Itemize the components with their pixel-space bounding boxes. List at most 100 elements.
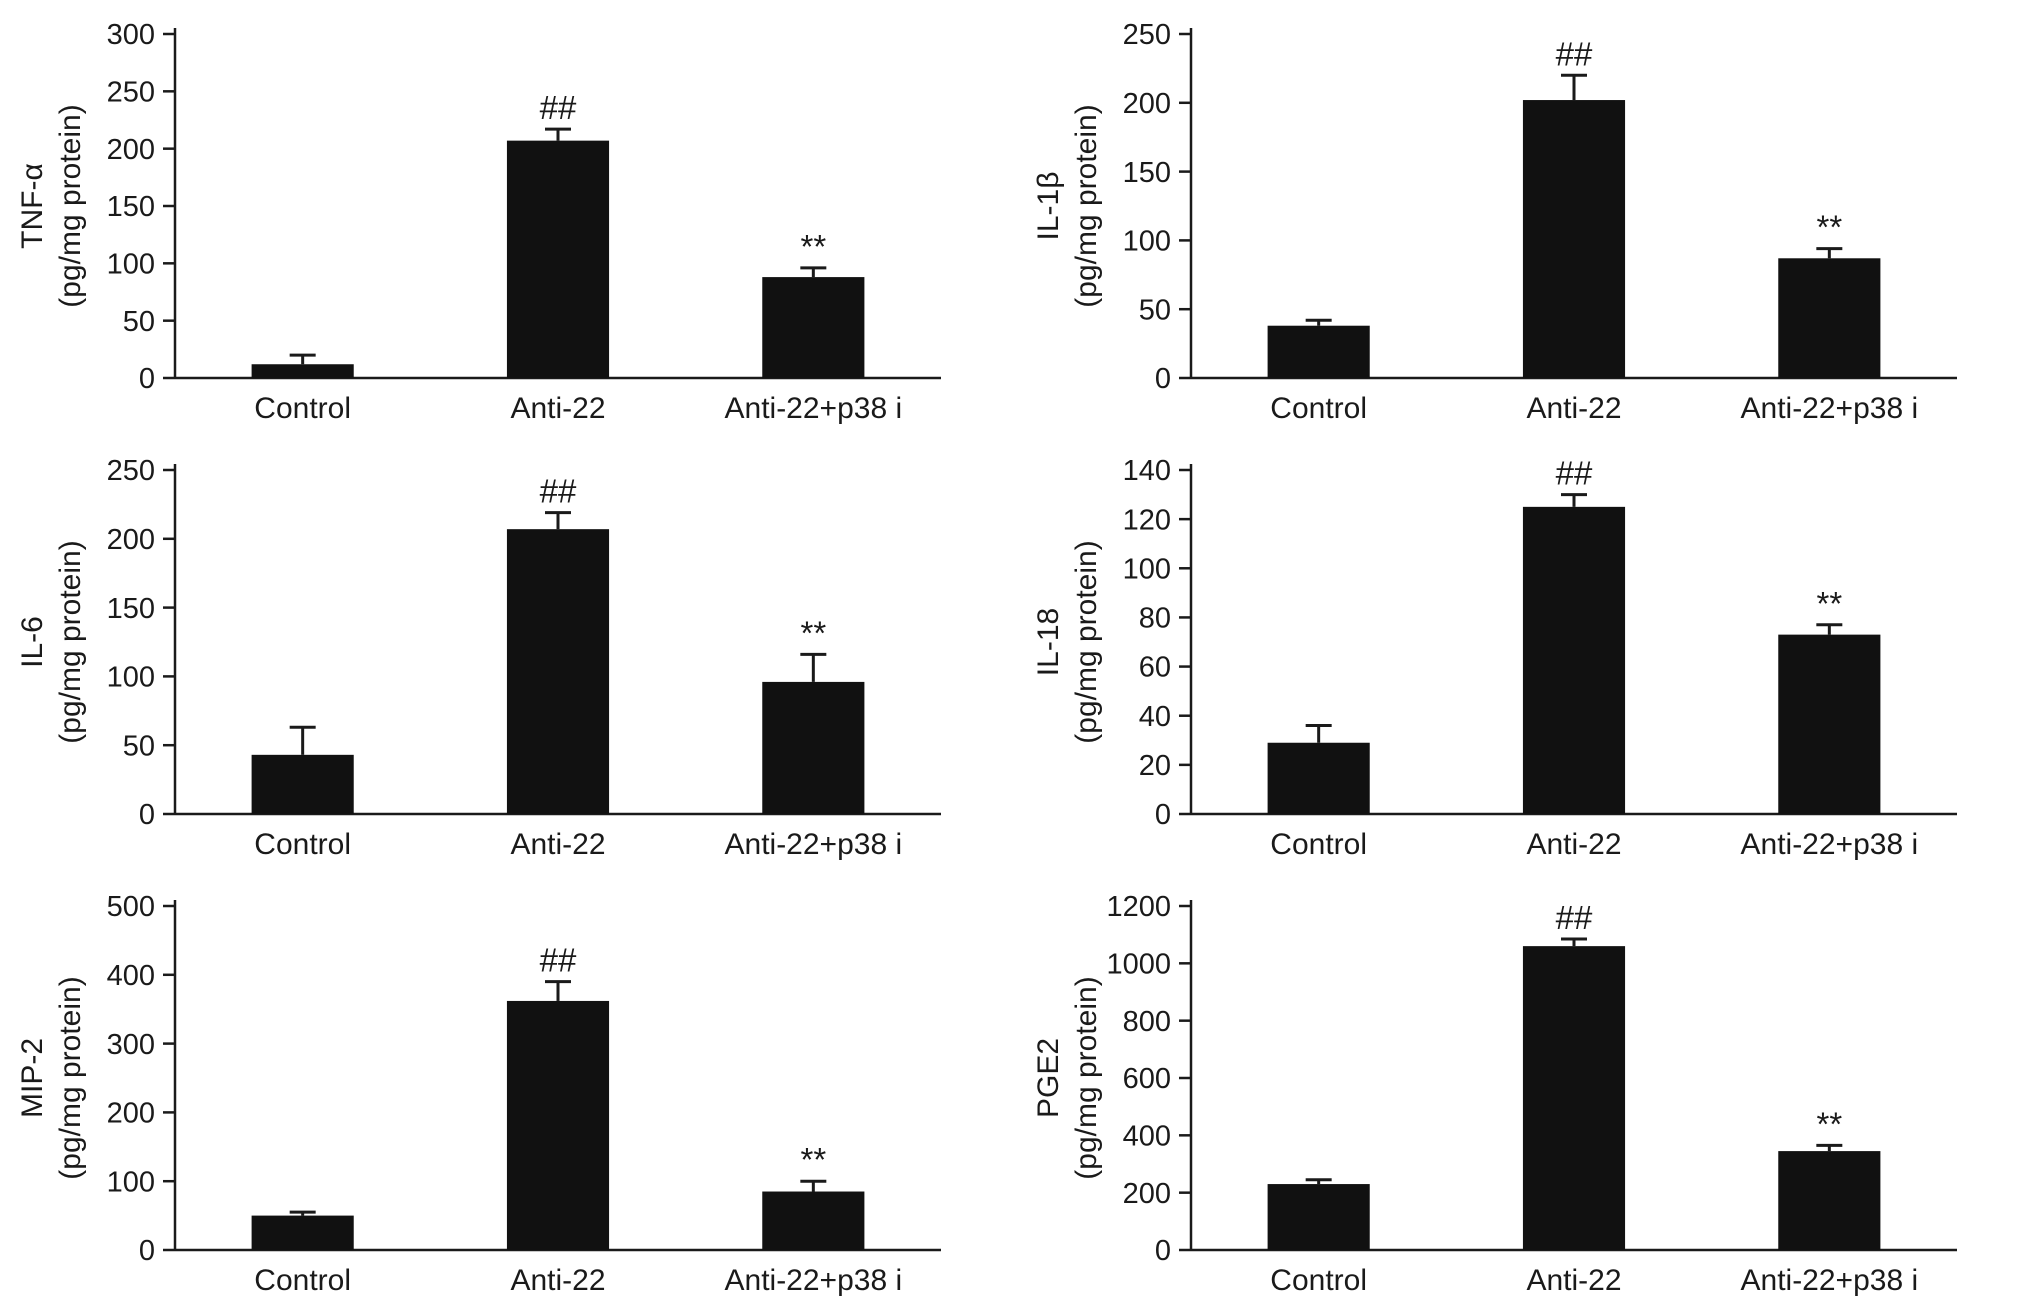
significance-label-anti-22-p38-i: **	[800, 614, 826, 651]
x-category-label: Control	[1270, 828, 1367, 861]
bar-control	[251, 754, 354, 814]
y-tick-label: 100	[107, 662, 155, 694]
il-1beta-plot: 0 50 100 150 200 250 IL-1β (pg/mg protein) Contr…	[1032, 19, 1957, 425]
significance-label-anti-22: ##	[1556, 455, 1593, 492]
y-tick-label: 100	[107, 1166, 155, 1198]
y-axis-label-line1: IL-18	[1032, 608, 1065, 676]
y-axis-label-line2: (pg/mg protein)	[1070, 976, 1103, 1179]
x-category-label: Anti-22	[510, 828, 605, 861]
y-tick-label: 200	[107, 524, 155, 556]
significance-label-anti-22-p38-i: **	[800, 1141, 826, 1178]
y-axis-label-line1: IL-6	[16, 616, 49, 668]
significance-label-anti-22-p38-i: **	[1816, 585, 1842, 622]
bar-control	[1267, 325, 1370, 378]
y-tick-label: 140	[1123, 455, 1171, 487]
bar-anti-22	[1522, 946, 1626, 1250]
y-tick-label: 400	[107, 960, 155, 992]
y-axis-label-line2: (pg/mg protein)	[1070, 104, 1103, 307]
y-tick-label: 100	[1123, 226, 1171, 258]
bar-anti-22-p38-i	[1778, 634, 1881, 814]
x-category-label: Anti-22	[1526, 828, 1621, 861]
x-category-label: Anti-22+p38 i	[1741, 828, 1919, 861]
y-tick-label: 0	[139, 363, 155, 395]
tnf-alpha-plot: 0 50 100 150 200 250 300 TNF-α (pg/mg protein) Co…	[16, 19, 941, 425]
mip-2-plot: 0 100 200 300 400 500 MIP-2 (pg/mg protein) Cont…	[16, 891, 941, 1297]
chart-il-1beta: 0 50 100 150 200 250 IL-1β (pg/mg protein) Contr…	[1016, 0, 2032, 436]
y-tick-label: 80	[1139, 603, 1171, 635]
x-category-label: Anti-22+p38 i	[725, 1264, 903, 1297]
bar-anti-22	[1522, 100, 1626, 378]
x-category-label: Anti-22+p38 i	[1741, 392, 1919, 425]
y-tick-label: 0	[139, 799, 155, 831]
bar-control	[1267, 1184, 1370, 1250]
y-axis-label-line1: TNF-α	[16, 163, 49, 249]
y-tick-label: 200	[1123, 1178, 1171, 1210]
y-axis-label-line2: (pg/mg protein)	[54, 976, 87, 1179]
il-18-plot: 0 20 40 60 80 100 120 140 IL-18 (pg/mg protein) Co…	[1032, 455, 1957, 861]
y-tick-label: 0	[1155, 799, 1171, 831]
y-tick-label: 0	[139, 1235, 155, 1267]
chart-il-6: 0 50 100 150 200 250 IL-6 (pg/mg protein) Contro…	[0, 436, 1016, 872]
chart-tnf-alpha: 0 50 100 150 200 250 300 TNF-α (pg/mg protein) Co…	[0, 0, 1016, 436]
y-axis-label-line2: (pg/mg protein)	[1070, 540, 1103, 743]
bar-anti-22	[506, 529, 610, 814]
y-tick-label: 500	[107, 891, 155, 923]
x-category-label: Control	[254, 1264, 351, 1297]
x-category-label: Control	[1270, 1264, 1367, 1297]
y-tick-label: 0	[1155, 1235, 1171, 1267]
y-tick-label: 200	[107, 1098, 155, 1130]
bar-anti-22-p38-i	[762, 681, 865, 814]
y-tick-label: 100	[107, 248, 155, 280]
bar-anti-22	[1522, 506, 1626, 814]
significance-label-anti-22: ##	[540, 942, 577, 979]
x-category-label: Anti-22+p38 i	[1741, 1264, 1919, 1297]
significance-label-anti-22: ##	[1556, 899, 1593, 936]
y-tick-label: 120	[1123, 504, 1171, 536]
x-category-label: Anti-22	[510, 392, 605, 425]
bar-anti-22	[506, 1000, 610, 1250]
il-6-plot: 0 50 100 150 200 250 IL-6 (pg/mg protein) Contro…	[16, 455, 941, 861]
bar-anti-22	[506, 140, 610, 378]
bar-anti-22-p38-i	[762, 1191, 865, 1250]
bar-anti-22-p38-i	[762, 277, 865, 378]
chart-pge2: 0 200 400 600 800 1000 1200 PGE2 (pg/mg protein)…	[1016, 872, 2032, 1308]
y-axis-label-line2: (pg/mg protein)	[54, 104, 87, 307]
chart-mip-2: 0 100 200 300 400 500 MIP-2 (pg/mg protein) Cont…	[0, 872, 1016, 1308]
chart-il-18: 0 20 40 60 80 100 120 140 IL-18 (pg/mg protein) Co…	[1016, 436, 2032, 872]
y-tick-label: 20	[1139, 750, 1171, 782]
bar-control	[251, 1215, 354, 1250]
y-tick-label: 200	[107, 134, 155, 166]
y-axis-label-line1: PGE2	[1032, 1038, 1065, 1118]
bar-anti-22-p38-i	[1778, 1151, 1881, 1250]
x-category-label: Control	[1270, 392, 1367, 425]
pge2-plot: 0 200 400 600 800 1000 1200 PGE2 (pg/mg protein)…	[1032, 891, 1957, 1297]
x-category-label: Anti-22	[1526, 1264, 1621, 1297]
significance-label-anti-22: ##	[540, 473, 577, 510]
y-axis-label-line1: IL-1β	[1032, 172, 1065, 241]
y-tick-label: 50	[123, 306, 155, 338]
significance-label-anti-22-p38-i: **	[1816, 1105, 1842, 1142]
y-tick-label: 0	[1155, 363, 1171, 395]
x-category-label: Control	[254, 392, 351, 425]
y-tick-label: 1200	[1106, 891, 1171, 923]
y-tick-label: 400	[1123, 1120, 1171, 1152]
significance-label-anti-22: ##	[1556, 35, 1593, 72]
y-tick-label: 600	[1123, 1063, 1171, 1095]
y-tick-label: 150	[1123, 157, 1171, 189]
y-tick-label: 150	[107, 191, 155, 223]
y-tick-label: 50	[1139, 294, 1171, 326]
x-category-label: Anti-22+p38 i	[725, 828, 903, 861]
significance-label-anti-22: ##	[540, 89, 577, 126]
y-tick-label: 200	[1123, 88, 1171, 120]
significance-label-anti-22-p38-i: **	[1816, 209, 1842, 246]
bar-control	[1267, 742, 1370, 814]
y-tick-label: 40	[1139, 701, 1171, 733]
y-tick-label: 250	[107, 455, 155, 487]
x-category-label: Control	[254, 828, 351, 861]
y-tick-label: 300	[107, 1029, 155, 1061]
y-tick-label: 250	[107, 76, 155, 108]
significance-label-anti-22-p38-i: **	[800, 228, 826, 265]
x-category-label: Anti-22	[510, 1264, 605, 1297]
y-axis-label-line2: (pg/mg protein)	[54, 540, 87, 743]
